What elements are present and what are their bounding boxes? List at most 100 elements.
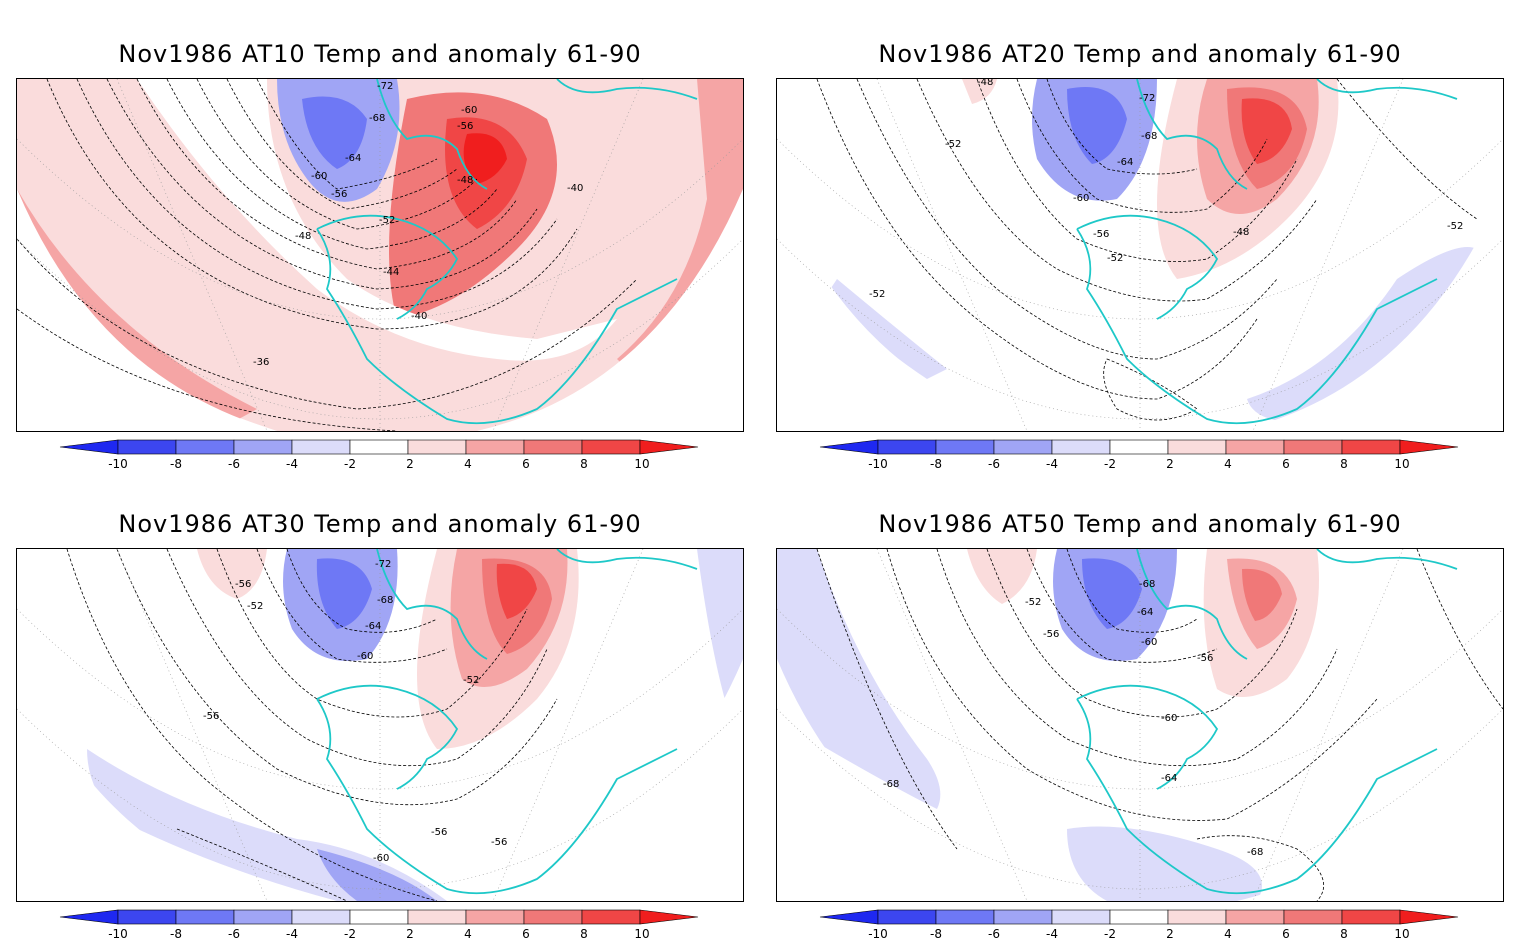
contour-label: -64 — [1137, 607, 1153, 618]
contour-label: -68 — [1247, 847, 1263, 858]
colorbar-tick-label: 2 — [406, 927, 414, 940]
colorbar-arrow-right — [1399, 909, 1459, 925]
contour-label: -52 — [1025, 597, 1041, 608]
colorbar-tick-label: -10 — [868, 457, 888, 470]
colorbar-tick-label: 2 — [1166, 927, 1174, 940]
coastline — [1076, 79, 1458, 425]
panel-title: Nov1986 AT20 Temp and anomaly 61-90 — [878, 40, 1402, 68]
colorbar-swatch — [291, 909, 351, 925]
colorbar-swatch — [349, 439, 409, 455]
anomaly-warm-peak — [463, 133, 507, 184]
colorbar-swatches — [819, 439, 1459, 455]
colorbar-arrow-right — [639, 909, 699, 925]
contour-label: -48 — [1233, 227, 1249, 238]
colorbar-tick-label: 4 — [464, 457, 472, 470]
anomaly-cold-sw-core — [317, 849, 437, 901]
colorbar-swatch — [175, 909, 235, 925]
colorbar-swatch — [523, 909, 583, 925]
colorbar-swatch — [935, 439, 995, 455]
colorbar-tick-label: 4 — [1224, 457, 1232, 470]
colorbar-swatch — [1167, 439, 1227, 455]
contour-label: -64 — [365, 621, 381, 632]
colorbar-tick-label: 6 — [522, 927, 530, 940]
colorbar-swatch — [1283, 909, 1343, 925]
colorbar-tick-label: -10 — [868, 927, 888, 940]
contour-label: -68 — [369, 113, 385, 124]
panel-title: Nov1986 AT30 Temp and anomaly 61-90 — [118, 510, 642, 538]
colorbar-swatch — [1225, 909, 1285, 925]
map-frame: -68 -64 -60 -56 -52 -56 -60 -64 -68 -68 — [776, 548, 1504, 902]
colorbar-tick-labels: -10 -8 -6 -4 -2 2 4 6 8 10 — [108, 927, 649, 940]
colorbar-swatches — [59, 909, 699, 925]
anomaly-warm-west — [967, 549, 1037, 604]
anomaly-warm-max — [1242, 568, 1282, 621]
colorbar-tick-label: -2 — [1104, 927, 1116, 940]
colorbar-swatch — [1283, 439, 1343, 455]
colorbar-tick-label: 4 — [1224, 927, 1232, 940]
colorbar-tick-label: 10 — [1394, 457, 1409, 470]
colorbar-tick-label: -4 — [1046, 457, 1058, 470]
panel-title: Nov1986 AT10 Temp and anomaly 61-90 — [118, 40, 642, 68]
colorbar-tick-label: 2 — [1166, 457, 1174, 470]
contour-label: -68 — [1141, 131, 1157, 142]
domain-mask — [17, 659, 743, 901]
contour-label: -52 — [463, 675, 479, 686]
colorbar-swatch — [465, 909, 525, 925]
contour-value-labels: -72 -68 -64 -60 -56 -52 -48 -44 -40 -36 … — [253, 81, 583, 368]
colorbar-tick-label: -2 — [1104, 457, 1116, 470]
colorbar-tick-label: -6 — [988, 927, 1000, 940]
colorbar-arrow-right — [639, 439, 699, 455]
panel-title: Nov1986 AT50 Temp and anomaly 61-90 — [878, 510, 1402, 538]
colorbar-tick-label: 8 — [580, 457, 588, 470]
colorbar-tick-label: -10 — [108, 457, 128, 470]
colorbar-swatch — [1109, 909, 1169, 925]
colorbar-swatch — [1167, 909, 1227, 925]
contour-label: -56 — [235, 579, 251, 590]
colorbar-arrow-left — [59, 439, 119, 455]
contour-label: -36 — [253, 357, 269, 368]
colorbar-swatch — [877, 909, 937, 925]
contour-label: -44 — [383, 267, 399, 278]
colorbar-swatch — [1225, 439, 1285, 455]
contour-label: -56 — [331, 189, 347, 200]
colorbar-tick-label: 2 — [406, 457, 414, 470]
colorbar-swatch — [581, 909, 641, 925]
contour-label: -60 — [1073, 193, 1089, 204]
colorbar-swatch — [877, 439, 937, 455]
contour-label: -56 — [1043, 629, 1059, 640]
colorbar-swatch — [1341, 439, 1401, 455]
anomaly-cold-core — [1082, 558, 1142, 629]
map-at30: -72 -68 -64 -60 -56 -52 -56 -52 -56 -56 … — [17, 549, 743, 901]
contour-label: -68 — [1139, 579, 1155, 590]
contour-label: -60 — [311, 171, 327, 182]
contour-value-labels: -68 -64 -60 -56 -52 -56 -60 -64 -68 -68 — [883, 579, 1263, 858]
contour-label: -60 — [1141, 637, 1157, 648]
anomaly-cold-core — [316, 558, 372, 629]
colorbar: -10 -8 -6 -4 -2 2 4 6 8 10 — [59, 439, 699, 470]
anomaly-neutral-band — [137, 79, 617, 361]
colorbar-swatch — [291, 439, 351, 455]
colorbar-tick-label: -4 — [286, 457, 298, 470]
contour-label: -60 — [357, 651, 373, 662]
domain-mask — [17, 189, 743, 431]
contour-label: -64 — [345, 153, 361, 164]
colorbar-swatch — [407, 439, 467, 455]
colorbar-swatch — [523, 439, 583, 455]
anomaly-warm-west — [197, 549, 267, 599]
contour-label: -52 — [945, 139, 961, 150]
contour-label: -68 — [883, 779, 899, 790]
colorbar-tick-label: 6 — [1282, 457, 1290, 470]
contour-value-labels: -48 -72 -68 -64 -60 -56 -52 -52 -52 -52 … — [869, 79, 1463, 300]
contour-label: -52 — [247, 601, 263, 612]
contour-label: -52 — [869, 289, 885, 300]
coastline — [316, 549, 698, 895]
colorbar-tick-labels: -10 -8 -6 -4 -2 2 4 6 8 10 — [868, 457, 1409, 470]
colorbar-tick-label: -2 — [344, 457, 356, 470]
colorbar-swatch — [581, 439, 641, 455]
colorbar-tick-label: -6 — [228, 457, 240, 470]
contour-label: -60 — [461, 105, 477, 116]
colorbar-swatch — [233, 909, 293, 925]
anomaly-cold-sw — [827, 279, 947, 379]
anomaly-cold-core — [1067, 87, 1127, 164]
anomaly-cold-west — [777, 549, 941, 809]
